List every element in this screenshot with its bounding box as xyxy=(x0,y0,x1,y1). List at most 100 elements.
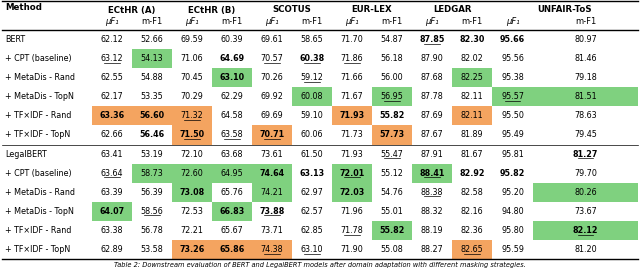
Text: 95.82: 95.82 xyxy=(500,169,525,178)
Text: 60.06: 60.06 xyxy=(301,130,323,140)
Text: 55.08: 55.08 xyxy=(381,245,403,254)
Text: 63.68: 63.68 xyxy=(221,150,243,159)
Text: 69.61: 69.61 xyxy=(260,35,284,44)
Text: 87.85: 87.85 xyxy=(419,35,445,44)
Text: 62.97: 62.97 xyxy=(301,188,323,197)
Text: 82.02: 82.02 xyxy=(461,54,483,63)
Text: 71.93: 71.93 xyxy=(340,150,364,159)
Bar xyxy=(212,202,252,221)
Text: 60.38: 60.38 xyxy=(300,54,324,63)
Text: 63.58: 63.58 xyxy=(221,130,243,140)
Text: 63.64: 63.64 xyxy=(100,169,124,178)
Text: 70.29: 70.29 xyxy=(180,92,204,101)
Text: 52.66: 52.66 xyxy=(141,35,163,44)
Text: 62.17: 62.17 xyxy=(100,92,124,101)
Text: 88.32: 88.32 xyxy=(420,207,444,216)
Text: 82.30: 82.30 xyxy=(460,35,484,44)
Text: 57.73: 57.73 xyxy=(380,130,404,140)
Text: 71.70: 71.70 xyxy=(340,35,364,44)
Text: + CPT (baseline): + CPT (baseline) xyxy=(5,169,72,178)
Text: 88.27: 88.27 xyxy=(420,245,444,254)
Text: m-F1: m-F1 xyxy=(141,16,163,25)
Text: 82.11: 82.11 xyxy=(461,111,483,120)
Text: 63.10: 63.10 xyxy=(301,245,323,254)
Text: 81.89: 81.89 xyxy=(461,130,483,140)
Text: 87.78: 87.78 xyxy=(420,92,444,101)
Text: m-F1: m-F1 xyxy=(461,16,483,25)
Bar xyxy=(332,183,372,202)
Bar xyxy=(452,106,492,125)
Bar xyxy=(332,164,372,183)
Text: 70.71: 70.71 xyxy=(259,130,285,140)
Bar xyxy=(372,125,412,144)
Text: 64.95: 64.95 xyxy=(221,169,243,178)
Text: 95.66: 95.66 xyxy=(500,35,525,44)
Text: 79.45: 79.45 xyxy=(574,130,597,140)
Text: 65.86: 65.86 xyxy=(220,245,244,254)
Bar xyxy=(372,87,412,106)
Text: 60.08: 60.08 xyxy=(301,92,323,101)
Text: SCOTUS: SCOTUS xyxy=(273,5,312,14)
Bar xyxy=(452,240,492,259)
Bar xyxy=(492,87,533,106)
Text: + MetaDis - TopN: + MetaDis - TopN xyxy=(5,92,74,101)
Text: 53.58: 53.58 xyxy=(141,245,163,254)
Text: 82.16: 82.16 xyxy=(461,207,483,216)
Text: + TF×IDF - TopN: + TF×IDF - TopN xyxy=(5,130,70,140)
Text: 64.07: 64.07 xyxy=(99,207,125,216)
Bar xyxy=(452,68,492,87)
Text: 54.88: 54.88 xyxy=(141,73,163,82)
Text: 56.78: 56.78 xyxy=(141,226,163,235)
Text: 56.60: 56.60 xyxy=(140,111,164,120)
Bar xyxy=(252,125,292,144)
Text: 62.66: 62.66 xyxy=(100,130,124,140)
Text: 54.13: 54.13 xyxy=(141,54,163,63)
Bar xyxy=(533,183,638,202)
Text: 62.85: 62.85 xyxy=(301,226,323,235)
Text: Table 2: Downstream evaluation of BERT and LegalBERT models after domain adaptat: Table 2: Downstream evaluation of BERT a… xyxy=(114,262,526,268)
Text: 73.67: 73.67 xyxy=(574,207,597,216)
Text: 63.36: 63.36 xyxy=(99,111,125,120)
Text: m-F1: m-F1 xyxy=(381,16,403,25)
Text: 56.39: 56.39 xyxy=(141,188,163,197)
Text: 71.66: 71.66 xyxy=(340,73,364,82)
Text: 59.10: 59.10 xyxy=(301,111,323,120)
Text: 56.95: 56.95 xyxy=(381,92,403,101)
Text: 72.03: 72.03 xyxy=(339,188,365,197)
Text: 95.50: 95.50 xyxy=(501,111,524,120)
Text: 71.96: 71.96 xyxy=(340,207,364,216)
Text: 71.50: 71.50 xyxy=(179,130,205,140)
Text: + TF×IDF - Rand: + TF×IDF - Rand xyxy=(5,226,72,235)
Text: 81.20: 81.20 xyxy=(574,245,597,254)
Text: μF₁: μF₁ xyxy=(185,16,199,25)
Text: 65.76: 65.76 xyxy=(221,188,243,197)
Text: 56.46: 56.46 xyxy=(140,130,164,140)
Bar xyxy=(172,106,212,125)
Text: 53.35: 53.35 xyxy=(141,92,163,101)
Text: 58.65: 58.65 xyxy=(301,35,323,44)
Text: 63.39: 63.39 xyxy=(100,188,124,197)
Bar xyxy=(132,106,172,125)
Text: 71.67: 71.67 xyxy=(340,92,364,101)
Text: 53.19: 53.19 xyxy=(141,150,163,159)
Text: 87.90: 87.90 xyxy=(420,54,444,63)
Text: 60.39: 60.39 xyxy=(221,35,243,44)
Text: 81.46: 81.46 xyxy=(574,54,596,63)
Bar xyxy=(252,240,292,259)
Text: 95.49: 95.49 xyxy=(501,130,524,140)
Text: + TF×IDF - TopN: + TF×IDF - TopN xyxy=(5,245,70,254)
Text: 82.36: 82.36 xyxy=(461,226,483,235)
Text: 63.12: 63.12 xyxy=(100,54,124,63)
Text: 62.89: 62.89 xyxy=(100,245,124,254)
Bar xyxy=(332,106,372,125)
Text: + MetaDis - Rand: + MetaDis - Rand xyxy=(5,73,75,82)
Text: 63.13: 63.13 xyxy=(300,169,324,178)
Text: Method: Method xyxy=(5,4,42,13)
Text: 61.50: 61.50 xyxy=(301,150,323,159)
Text: BERT: BERT xyxy=(5,35,25,44)
Bar xyxy=(292,87,332,106)
Text: 55.12: 55.12 xyxy=(381,169,403,178)
Bar xyxy=(252,164,292,183)
Text: 95.56: 95.56 xyxy=(501,54,524,63)
Text: 95.38: 95.38 xyxy=(501,73,524,82)
